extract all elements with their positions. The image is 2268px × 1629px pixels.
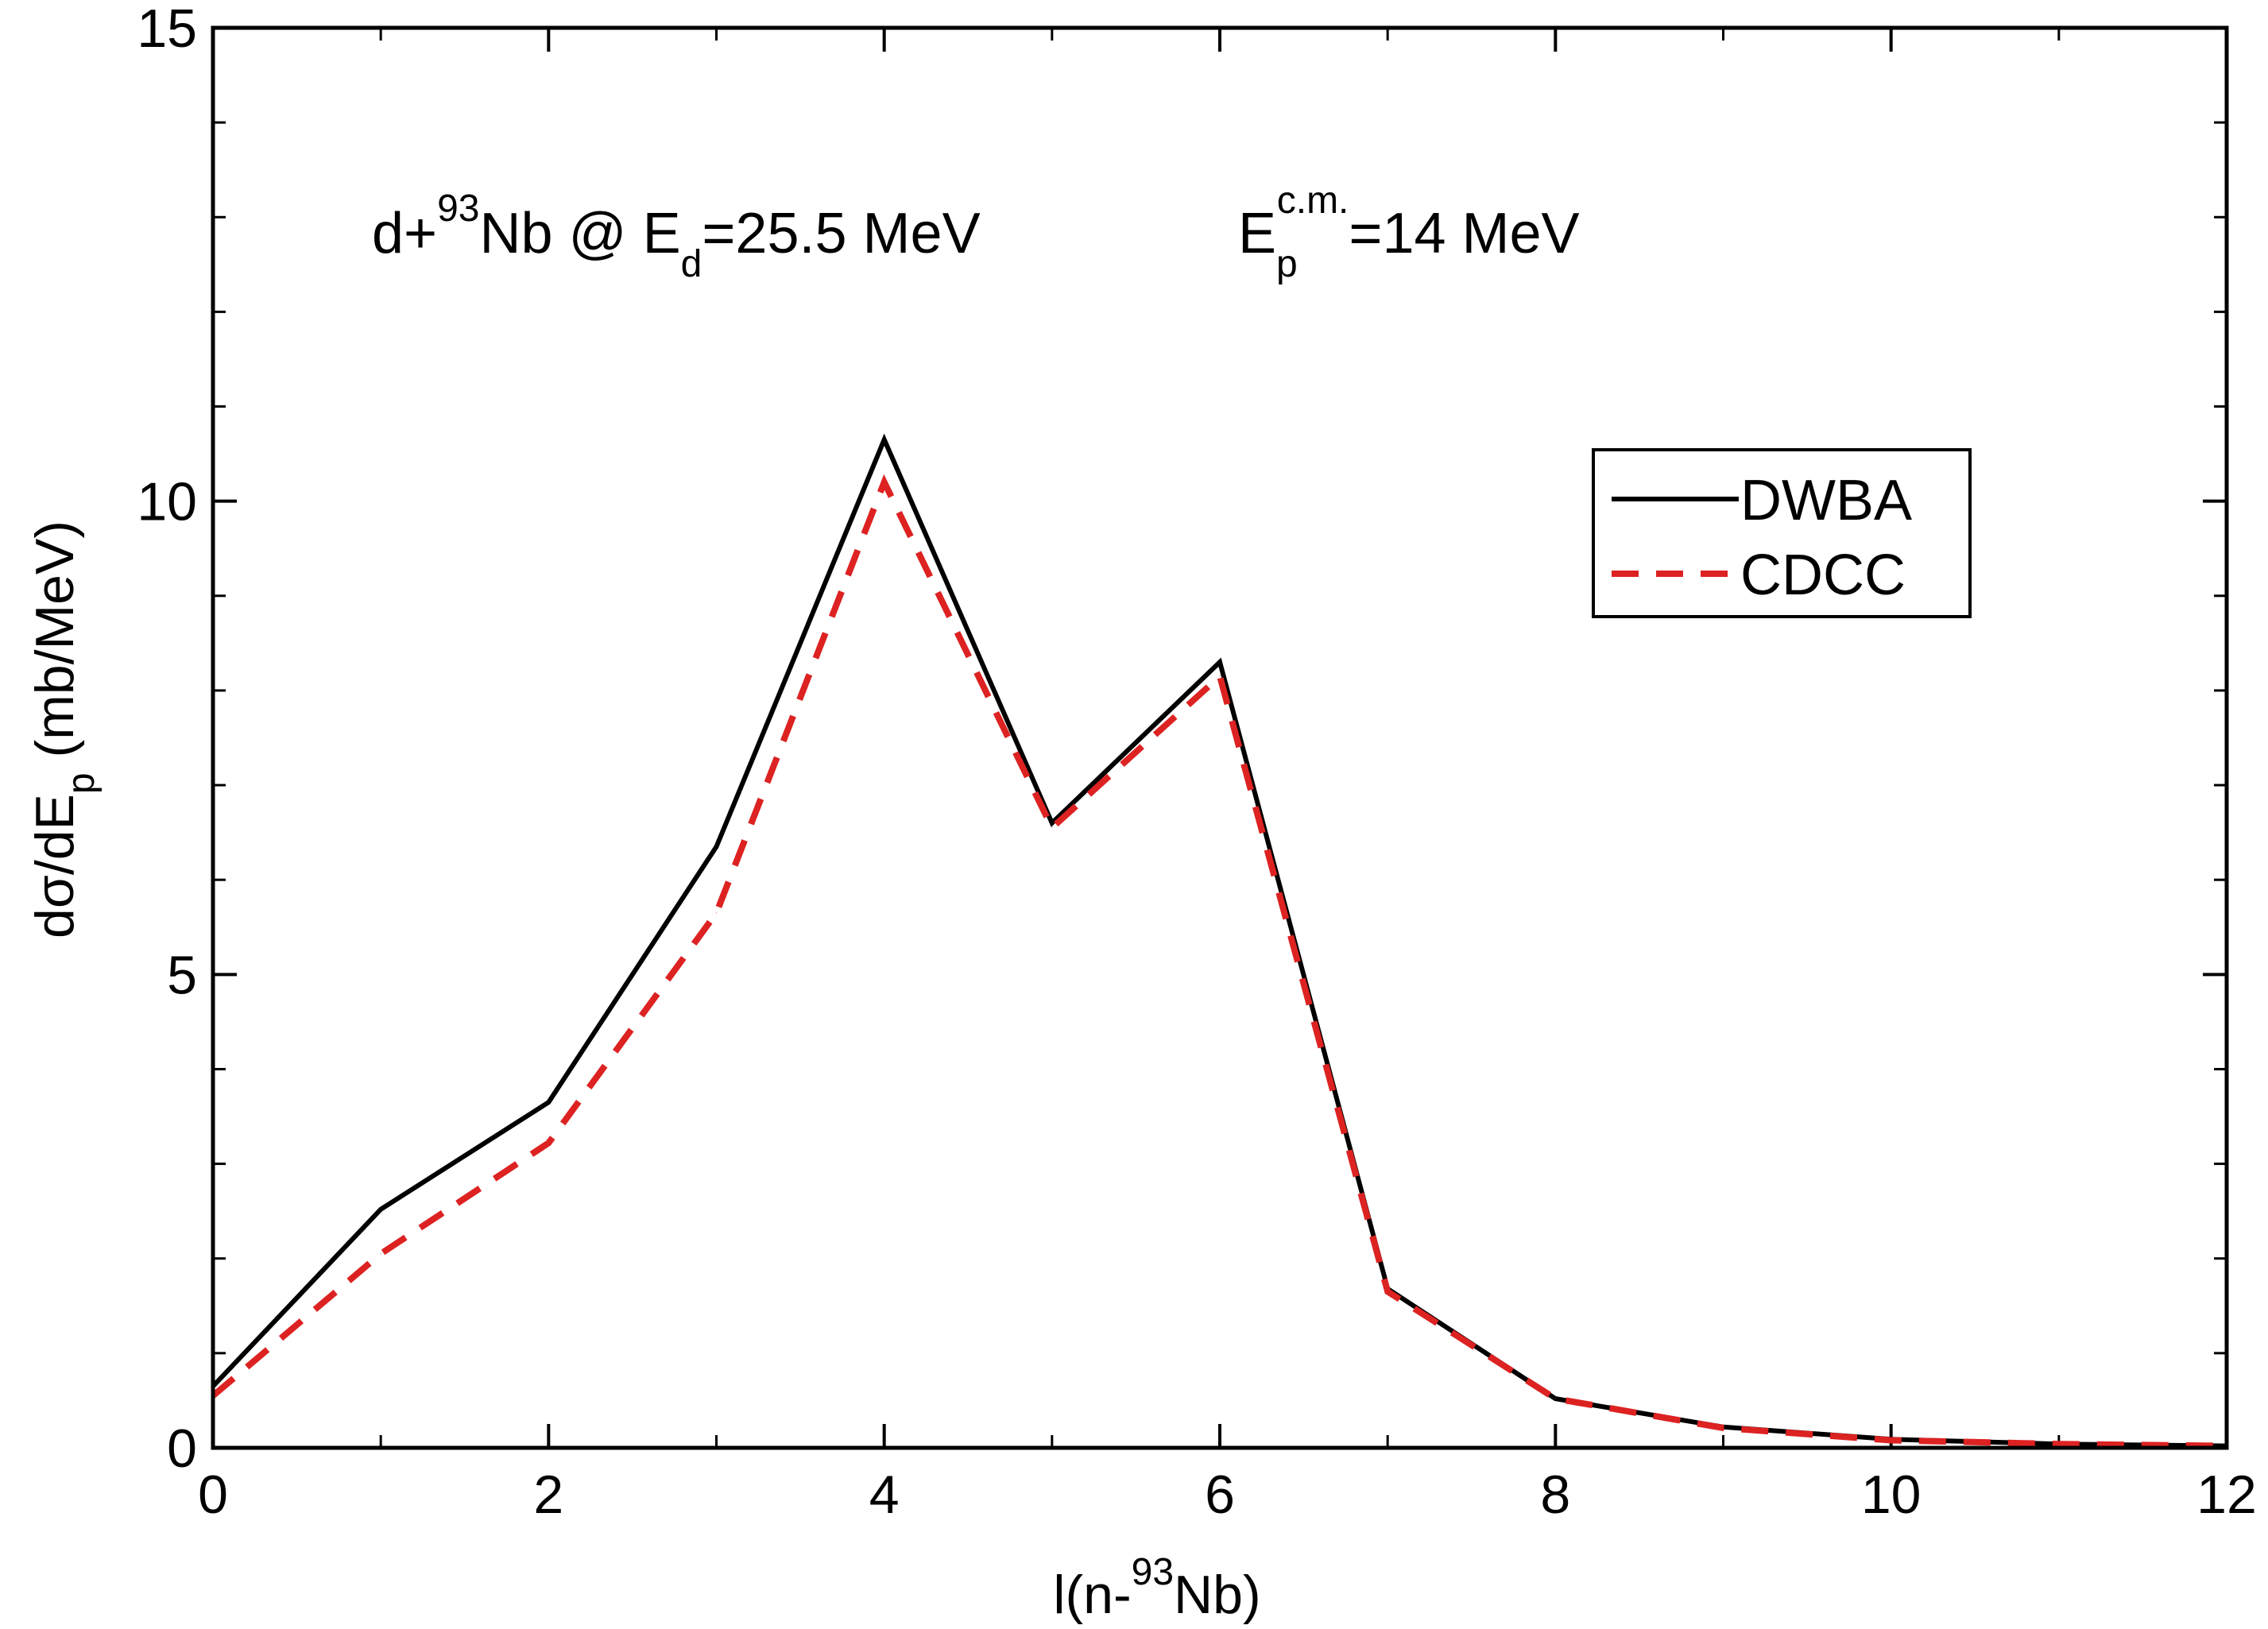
tick-labels: 0 2 4 6 8 10 12 0 5 10 15 [137, 0, 2256, 1525]
series-line-cdcc [211, 474, 2227, 1449]
x-tick-label: 6 [1205, 1465, 1235, 1525]
data-point-cdcc [1723, 1427, 1724, 1429]
x-tick-label: 2 [533, 1465, 563, 1525]
legend-box [1592, 448, 1972, 618]
data-point-dwba [1219, 661, 1221, 663]
x-axis-title: l(n-93Nb) [1053, 1551, 1260, 1625]
data-point-dwba [716, 846, 717, 848]
legend-label-dwba: DWBA [1740, 469, 1912, 532]
reaction-annotation: d+93Nb @ Ed=25.5 MeV [372, 188, 981, 285]
x-tick-label: 8 [1540, 1465, 1570, 1525]
data-point-dwba [548, 1101, 549, 1103]
proton-energy-annotation: Epc.m.=14 MeV [1238, 180, 1580, 285]
data-point-dwba [1051, 822, 1053, 824]
data-point-cdcc [1051, 827, 1053, 829]
legend: DWBA CDCC [1592, 448, 1972, 618]
y-tick-label: 0 [167, 1418, 197, 1479]
data-point-cdcc [1219, 675, 1221, 677]
x-tick-label: 10 [1861, 1465, 1922, 1525]
y-axis-title: dσ/dEp (mb/MeV) [25, 520, 103, 938]
data-point-cdcc [716, 912, 717, 914]
legend-label-cdcc: CDCC [1740, 544, 1906, 607]
y-tick-label: 15 [137, 0, 197, 59]
y-tick-label: 5 [167, 945, 197, 1005]
y-tick-label: 10 [137, 472, 197, 532]
plot-frame [211, 25, 2229, 1450]
x-tick-label: 12 [2196, 1465, 2257, 1525]
x-tick-label: 4 [869, 1465, 900, 1525]
data-point-cdcc [2058, 1443, 2060, 1445]
x-tick-label: 0 [198, 1465, 228, 1525]
